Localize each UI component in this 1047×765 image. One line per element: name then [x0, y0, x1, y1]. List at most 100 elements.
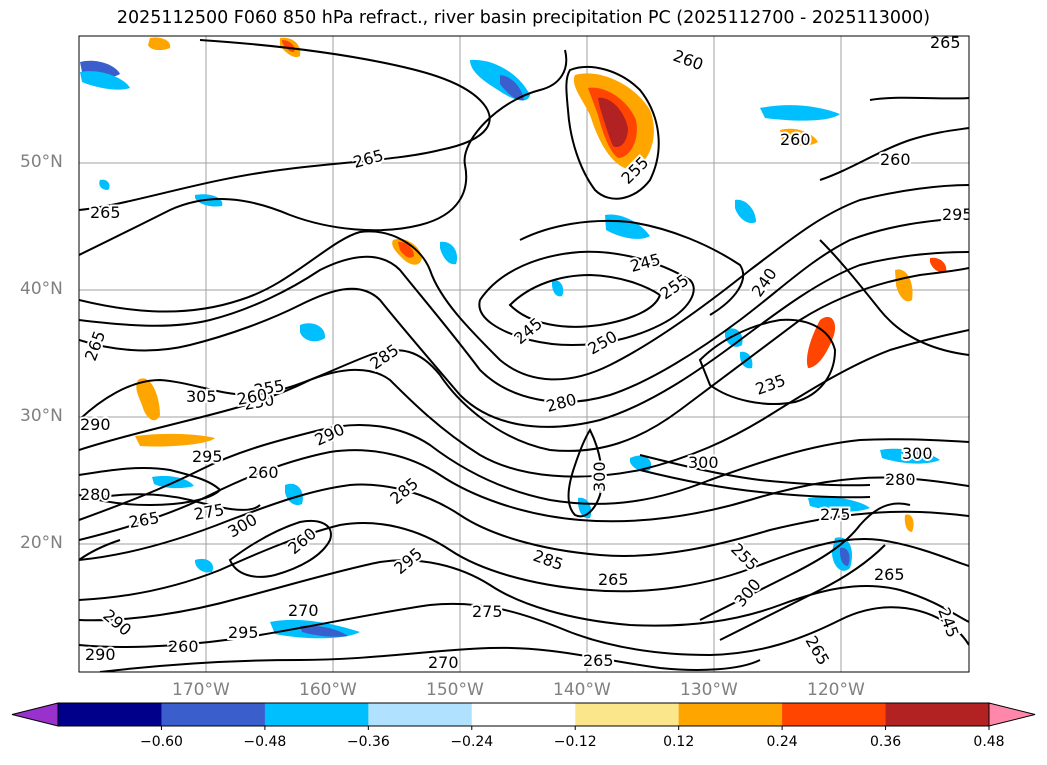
contour-label: 295	[228, 623, 259, 642]
colorbar-segment	[264, 703, 369, 726]
contour-label: 275	[472, 602, 503, 621]
lat-label-40n: 40°N	[20, 279, 63, 299]
contour-label: 305	[186, 387, 217, 406]
lon-label-170w: 170°W	[172, 680, 230, 700]
contour-line	[228, 520, 332, 578]
contour-line	[478, 250, 695, 346]
precip-patch	[808, 496, 870, 512]
contour-label: 265	[930, 33, 961, 52]
contour-label: 280	[885, 470, 916, 489]
contour-line	[639, 469, 871, 499]
colorbar-segment	[368, 703, 473, 726]
contour-line	[79, 539, 121, 561]
contour-label: 265	[583, 651, 614, 670]
contour-label: 270	[288, 601, 319, 620]
lon-label-130w: 130°W	[680, 680, 738, 700]
colorbar-segment	[58, 703, 162, 726]
contour-label: 265	[90, 203, 121, 222]
precip-patch	[904, 514, 914, 532]
contour-line	[79, 184, 969, 381]
precip-patch	[300, 323, 326, 342]
precip-patch	[630, 455, 652, 472]
refractivity-contours	[79, 39, 969, 672]
contour-line	[79, 251, 969, 428]
precip-patch	[136, 378, 160, 421]
precip-patch	[735, 199, 756, 224]
contour-line	[819, 127, 969, 181]
contour-line	[79, 39, 491, 211]
colorbar-frame	[57, 702, 990, 727]
map-title: 2025112500 F060 850 hPa refract., river …	[116, 8, 931, 28]
colorbar-tick-label: −0.60	[140, 734, 183, 750]
precip-patch	[552, 279, 564, 297]
precip-patch	[99, 179, 110, 190]
precip-patch	[840, 547, 850, 566]
contour-label: 260	[168, 637, 199, 656]
contour-label: 260	[880, 150, 911, 169]
colorbar-tick-label: 0.12	[663, 734, 694, 750]
colorbar-extend-high	[988, 702, 1036, 727]
contour-line	[508, 273, 662, 328]
contour-line	[79, 602, 969, 657]
lat-label-50n: 50°N	[20, 152, 63, 172]
contour-label: 260	[780, 130, 811, 149]
contour-line	[79, 466, 222, 507]
precip-patch	[80, 71, 130, 90]
contour-line	[698, 318, 837, 405]
colorbar: −0.60 −0.48 −0.36 −0.24 −0.12 0.12 0.24 0.36 0.4…	[11, 702, 1036, 750]
precip-patch	[760, 105, 840, 121]
contour-line	[79, 483, 969, 561]
lat-label-20n: 20°N	[20, 533, 63, 553]
colorbar-tick-label: −0.12	[554, 734, 597, 750]
contour-label: 295	[942, 205, 973, 224]
contour-line	[79, 493, 261, 511]
contour-line	[79, 217, 969, 403]
colorbar-extend-low	[11, 702, 59, 727]
contour-label: 270	[428, 653, 459, 672]
precip-patch	[930, 257, 947, 273]
contour-label: 295	[192, 447, 223, 466]
contour-line	[79, 49, 568, 256]
contour-label: 300	[902, 444, 933, 463]
contour-label: 265	[874, 565, 905, 584]
precip-patch	[598, 97, 628, 148]
precip-patch	[148, 37, 171, 51]
colorbar-segment	[575, 703, 680, 726]
map-frame	[78, 35, 970, 673]
precip-patch	[806, 316, 836, 368]
contour-line	[99, 646, 761, 672]
lon-label-140w: 140°W	[553, 680, 611, 700]
contour-label: 275	[820, 505, 851, 524]
lat-label-30n: 30°N	[20, 406, 63, 426]
colorbar-tick-label: −0.24	[450, 734, 493, 750]
colorbar-tick-label: 0.36	[870, 734, 901, 750]
contour-line	[869, 96, 969, 101]
colorbar-tick-label: −0.48	[243, 734, 286, 750]
colorbar-segment	[471, 703, 576, 726]
colorbar-segment	[885, 703, 990, 726]
precip-patch	[440, 241, 458, 265]
contour-line	[79, 329, 969, 478]
contour-label: 290	[85, 645, 116, 664]
contour-line	[719, 544, 886, 641]
contour-line	[79, 424, 969, 521]
contour-line	[79, 267, 969, 452]
colorbar-segment	[678, 703, 783, 726]
precip-patch	[398, 241, 414, 258]
precip-patch	[195, 558, 214, 573]
colorbar-tick-label: −0.36	[347, 734, 390, 750]
contour-label: 290	[80, 415, 111, 434]
lon-label-150w: 150°W	[426, 680, 484, 700]
colorbar-segment	[782, 703, 887, 726]
contour-label: 300	[590, 461, 609, 492]
contour-line	[79, 449, 969, 541]
contour-line	[639, 454, 871, 487]
colorbar-tick-label: 0.48	[973, 734, 1004, 750]
colorbar-tick-label: 0.24	[767, 734, 798, 750]
precip-patch	[780, 128, 818, 146]
colorbar-segment	[161, 703, 266, 726]
contour-label: 265	[598, 570, 629, 589]
contour-line	[699, 502, 911, 621]
precip-patch	[300, 625, 348, 637]
